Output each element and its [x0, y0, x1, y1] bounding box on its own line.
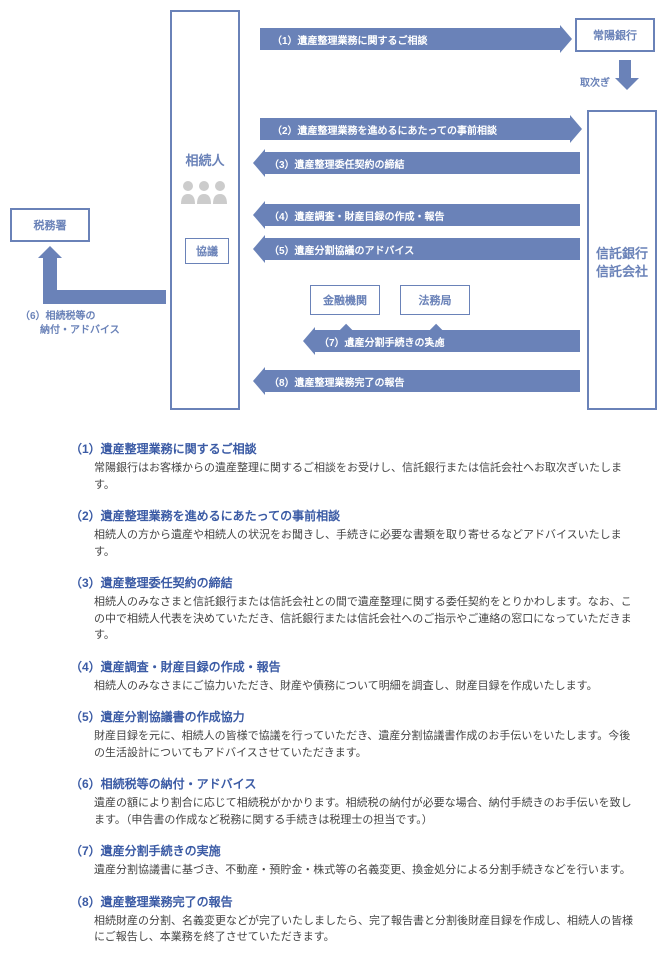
desc-body: 相続財産の分割、名義変更などが完了いたしましたら、完了報告書と分割後財産目録を作… [70, 913, 638, 946]
up-arrow-to-legal [430, 324, 441, 341]
box-heirs [170, 10, 240, 410]
arrow-2: （2）遺産整理業務を進めるにあたっての事前相談 [260, 118, 570, 140]
desc-body: 遺産の額により割合に応じて相続税がかかります。相続税の納付が必要な場合、納付手続… [70, 795, 638, 828]
arrow6-vbar [43, 258, 57, 304]
arrow-7: （7）遺産分割手続きの実施 [315, 330, 580, 352]
desc-item: （4）遺産調査・財産目録の作成・報告相続人のみなさまにご協力いただき、財産や債務… [70, 658, 638, 695]
fin-label: 金融機関 [323, 292, 367, 308]
desc-item: （2）遺産整理業務を進めるにあたっての事前相談相続人の方から遺産や相続人の状況を… [70, 507, 638, 560]
desc-item: （5）遺産分割協議書の作成協力財産目録を元に、相続人の皆様で協議を行っていただき… [70, 708, 638, 761]
arrow-8: （8）遺産整理業務完了の報告 [265, 370, 580, 392]
toritsugi-label: 取次ぎ [580, 74, 610, 89]
desc-title: （4）遺産調査・財産目録の作成・報告 [70, 658, 638, 675]
arrow-5: （5）遺産分割協議のアドバイス [265, 238, 580, 260]
desc-item: （8）遺産整理業務完了の報告相続財産の分割、名義変更などが完了いたしましたら、完… [70, 893, 638, 946]
down-arrow-toritsugi [615, 60, 635, 90]
arrow-3: （3）遺産整理委任契約の締結 [265, 152, 580, 174]
box-tax-office: 税務署 [10, 208, 90, 242]
desc-body: 常陽銀行はお客様からの遺産整理に関するご相談をお受けし、信託銀行または信託会社へ… [70, 460, 638, 493]
heirs-label: 相続人 [170, 150, 240, 169]
up-arrow-to-fin [340, 324, 351, 341]
arrow-1: （1）遺産整理業務に関するご相談 [260, 28, 560, 50]
desc-title: （3）遺産整理委任契約の締結 [70, 574, 638, 591]
legal-label: 法務局 [419, 292, 452, 308]
box-joyo-label: 常陽銀行 [593, 27, 637, 43]
desc-body: 遺産分割協議書に基づき、不動産・預貯金・株式等の名義変更、換金処分による分割手続… [70, 862, 638, 879]
desc-title: （2）遺産整理業務を進めるにあたっての事前相談 [70, 507, 638, 524]
arrow-4: （4）遺産調査・財産目録の作成・報告 [265, 204, 580, 226]
desc-item: （3）遺産整理委任契約の締結相続人のみなさまと信託銀行または信託会社との間で遺産… [70, 574, 638, 644]
arrow6-hbar [48, 290, 166, 304]
desc-body: 相続人のみなさまと信託銀行または信託会社との間で遺産整理に関する委任契約をとりか… [70, 594, 638, 644]
descriptions-list: （1）遺産整理業務に関するご相談常陽銀行はお客様からの遺産整理に関するご相談をお… [10, 440, 658, 946]
desc-body: 財産目録を元に、相続人の皆様で協議を行っていただき、遺産分割協議書作成のお手伝い… [70, 728, 638, 761]
desc-item: （7）遺産分割手続きの実施遺産分割協議書に基づき、不動産・預貯金・株式等の名義変… [70, 842, 638, 879]
desc-title: （5）遺産分割協議書の作成協力 [70, 708, 638, 725]
desc-title: （6）相続税等の納付・アドバイス [70, 775, 638, 792]
desc-body: 相続人のみなさまにご協力いただき、財産や債務について明細を調査し、財産目録を作成… [70, 678, 638, 695]
desc-item: （1）遺産整理業務に関するご相談常陽銀行はお客様からの遺産整理に関するご相談をお… [70, 440, 638, 493]
desc-item: （6）相続税等の納付・アドバイス遺産の額により割合に応じて相続税がかかります。相… [70, 775, 638, 828]
arrow6-label: （6）相続税等の 納付・アドバイス [20, 310, 120, 338]
desc-body: 相続人の方から遺産や相続人の状況をお聞きし、手続きに必要な書類を取り寄せるなどア… [70, 527, 638, 560]
flow-diagram: 常陽銀行 税務署 相続人 協議 信託銀行 信託会社 取次ぎ （1）遺産整理業務に… [10, 10, 658, 420]
box-joyo-bank: 常陽銀行 [575, 18, 655, 52]
desc-title: （8）遺産整理業務完了の報告 [70, 893, 638, 910]
box-legal-bureau: 法務局 [400, 285, 470, 315]
box-financial-inst: 金融機関 [310, 285, 380, 315]
trust-label: 信託銀行 信託会社 [587, 245, 657, 281]
arrow6-head [38, 246, 62, 258]
people-icon [180, 180, 228, 204]
desc-title: （1）遺産整理業務に関するご相談 [70, 440, 638, 457]
box-tax-label: 税務署 [34, 217, 67, 233]
kyogi-label: 協議 [185, 238, 229, 264]
